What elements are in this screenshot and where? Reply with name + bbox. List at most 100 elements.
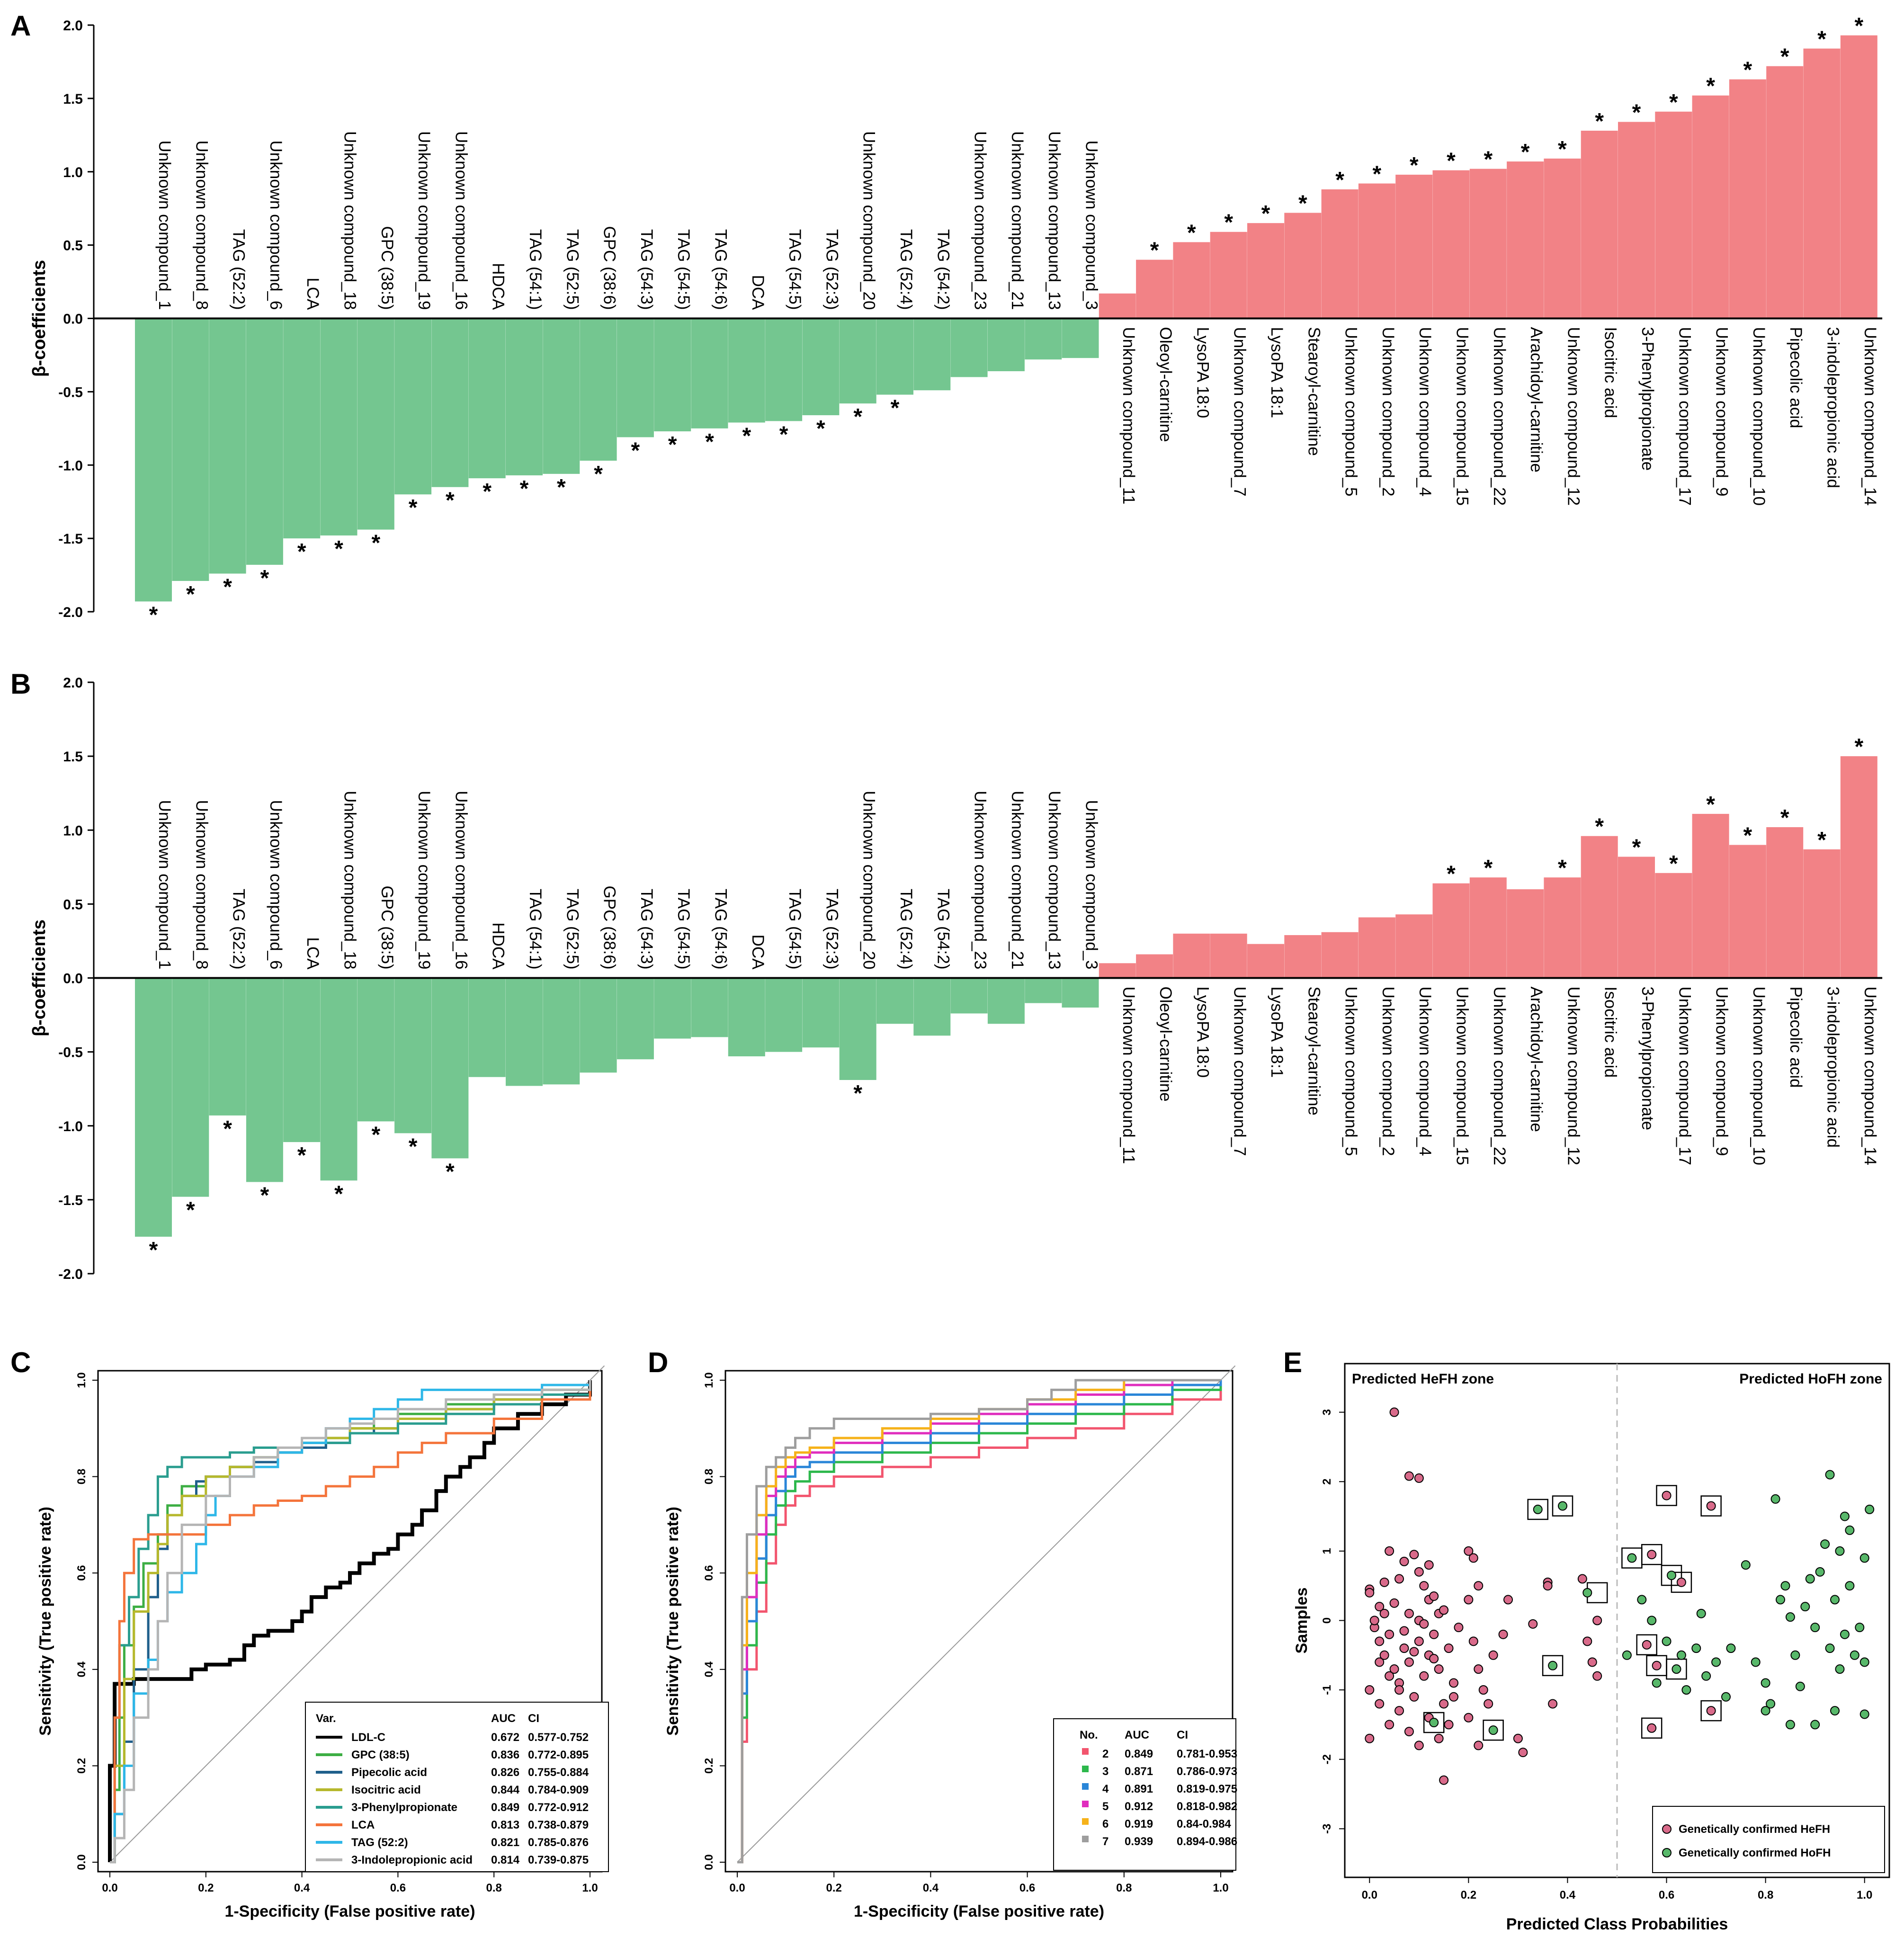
significance-star: *	[1780, 805, 1789, 830]
bar	[950, 978, 988, 1014]
bar	[246, 318, 283, 565]
significance-star: *	[149, 1238, 158, 1263]
hefh-point	[1503, 1595, 1513, 1605]
bar	[394, 978, 432, 1134]
legend-hefh-label: Genetically confirmed HeFH	[1679, 1823, 1830, 1836]
panel-c-roc-chart: 0.0 0.0 0.2 0.2 0.4 0.4 0.6 0.6 0.8 0.8 1.0 1.0 1-Sp…	[36, 1365, 609, 1920]
hofh-point	[1711, 1657, 1721, 1667]
bar-label: Unknown compound_14	[1861, 327, 1879, 506]
hefh-point	[1484, 1699, 1493, 1709]
bar	[1618, 122, 1655, 319]
hefh-point	[1468, 1636, 1478, 1646]
legend-ci: 0.739-0.875	[528, 1854, 589, 1866]
hofh-point	[1805, 1574, 1815, 1584]
legend-auc: 0.871	[1125, 1765, 1153, 1778]
bar-label: Unknown compound_3	[1082, 140, 1101, 310]
legend-series-name: GPC (38:5)	[351, 1749, 410, 1761]
significance-star: *	[409, 495, 418, 520]
y-axis-label: β-coefficients	[29, 260, 49, 377]
y-tick-label: 0.2	[75, 1758, 88, 1774]
legend-box	[305, 1702, 609, 1872]
hefh-point	[1449, 1692, 1458, 1702]
bar	[1544, 877, 1581, 978]
hefh-point	[1375, 1657, 1385, 1667]
bar-label: TAG (54:6)	[712, 889, 730, 970]
hofh-point	[1701, 1671, 1711, 1681]
hefh-point	[1439, 1605, 1449, 1615]
bar-label: GPC (38:5)	[378, 226, 396, 310]
bar-label: Unknown compound_6	[267, 800, 285, 969]
hefh-point	[1478, 1685, 1488, 1695]
bar-label: TAG (52:3)	[822, 229, 841, 310]
hefh-point	[1434, 1664, 1444, 1674]
bar-label: Unknown compound_1	[155, 800, 174, 969]
significance-star: *	[1298, 191, 1307, 216]
significance-star: *	[223, 1116, 232, 1142]
highlight-box	[1636, 1634, 1657, 1656]
bar	[1729, 845, 1766, 978]
hefh-point	[1365, 1685, 1375, 1695]
bar	[172, 318, 209, 581]
bar-label: Unknown compound_9	[1713, 987, 1731, 1156]
legend-header: No.	[1080, 1729, 1098, 1741]
bar-label: LysoPA 18:0	[1193, 327, 1212, 419]
hefh-point	[1424, 1560, 1434, 1570]
significance-star: *	[1484, 856, 1493, 881]
highlight-box	[1527, 1499, 1548, 1520]
significance-star: *	[446, 1159, 455, 1184]
hefh-point	[1518, 1748, 1528, 1758]
y-tick-label: -3	[1321, 1824, 1333, 1834]
legend-auc: 0.826	[491, 1766, 519, 1779]
hofh-point	[1825, 1470, 1835, 1480]
significance-star: *	[779, 422, 788, 447]
bar-label: Unknown compound_15	[1453, 327, 1472, 506]
hefh-point	[1464, 1713, 1474, 1723]
legend-box	[1053, 1718, 1236, 1871]
significance-star: *	[1706, 792, 1715, 817]
bar	[1692, 813, 1729, 978]
bar-label: TAG (52:5)	[563, 889, 581, 970]
legend-hefh-marker	[1662, 1824, 1672, 1834]
bar	[209, 978, 246, 1116]
bar	[357, 978, 394, 1122]
significance-star: *	[1447, 862, 1456, 887]
bar	[431, 978, 469, 1159]
roc-curve-ldl-c	[108, 1380, 592, 1862]
bar-label: Unknown compound_13	[1045, 791, 1064, 969]
significance-star: *	[186, 582, 195, 607]
hefh-point	[1468, 1553, 1478, 1563]
significance-star: *	[1669, 851, 1678, 876]
legend-auc: 0.939	[1125, 1835, 1153, 1848]
significance-star: *	[1669, 90, 1678, 115]
hefh-point	[1592, 1616, 1602, 1625]
significance-star: *	[816, 416, 825, 441]
hofh-point	[1558, 1501, 1567, 1511]
y-axis-label: Sensitivity (True positive rate)	[664, 1507, 682, 1736]
legend-swatch	[1082, 1783, 1089, 1790]
roc-curve-lca	[110, 1380, 591, 1864]
hefh-point	[1652, 1660, 1662, 1670]
hefh-point	[1488, 1650, 1498, 1660]
hofh-point	[1662, 1636, 1672, 1646]
bar	[1284, 213, 1322, 319]
x-tick-label: 1.0	[582, 1882, 598, 1894]
legend-auc: 0.672	[491, 1731, 519, 1744]
x-tick-label: 0.6	[1659, 1889, 1674, 1901]
bar	[1655, 111, 1692, 319]
bar	[1803, 849, 1841, 978]
bar	[1210, 933, 1247, 978]
hefh-point	[1409, 1647, 1419, 1657]
bar	[913, 978, 951, 1036]
bar-label: Unknown compound_18	[341, 791, 359, 969]
bar	[1395, 914, 1433, 978]
bar	[283, 318, 321, 539]
legend-ci: 0.84-0.984	[1177, 1818, 1231, 1830]
bar	[580, 318, 617, 461]
bar	[1321, 932, 1359, 978]
legend-auc: 0.821	[491, 1836, 519, 1849]
y-tick-label: 1.0	[63, 165, 83, 180]
bar	[394, 318, 432, 495]
bar-label: Unknown compound_5	[1342, 327, 1360, 497]
roc-curve-6	[737, 1379, 1221, 1864]
y-tick-label: 1.5	[63, 749, 83, 765]
